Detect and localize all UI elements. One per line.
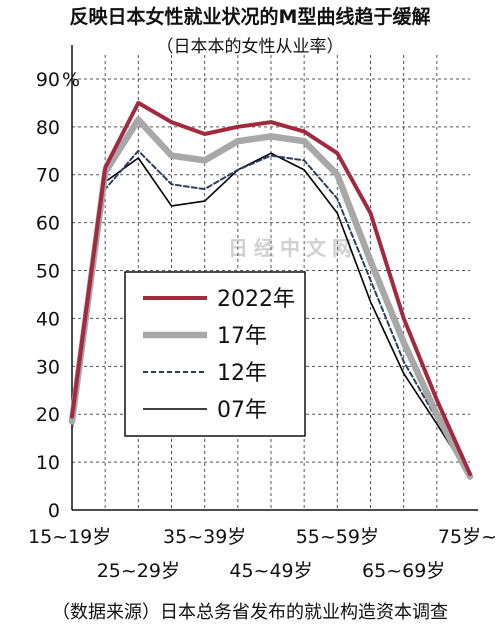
legend-label: 12年 — [217, 361, 267, 386]
series-lines — [68, 100, 474, 480]
x-tick-label: 45~49岁 — [229, 560, 312, 582]
x-tick-label: 15~19岁 — [28, 526, 111, 548]
series-line-12年 — [71, 149, 471, 480]
legend-label: 17年 — [217, 324, 267, 349]
y-tick-label: 10 — [36, 452, 60, 474]
axes — [71, 45, 478, 511]
y-tick-label: 50 — [36, 261, 60, 283]
data-source-note: （数据来源）日本总务省发布的就业构造资本调查 — [52, 602, 448, 623]
series-line-17年 — [68, 116, 474, 480]
chart-title: 反映日本女性就业状况的M型曲线趋于缓解 — [69, 6, 431, 28]
y-tick-label: 20 — [36, 404, 60, 426]
y-tick-label: 90 — [36, 69, 60, 91]
y-tick-label: 40 — [36, 308, 60, 330]
x-tick-label: 35~39岁 — [163, 526, 246, 548]
chart-subtitle: （日本本的女性从业率） — [156, 37, 344, 57]
legend-label: 07年 — [217, 398, 267, 423]
series-line-07年 — [71, 152, 471, 478]
x-tick-label: 25~29岁 — [97, 560, 180, 582]
y-tick-label: 60 — [36, 213, 60, 235]
watermark: 日经中文网 — [228, 236, 358, 260]
legend-label: 2022年 — [217, 287, 295, 312]
series-line-2022年 — [70, 100, 472, 477]
legend: 2022年 17年 12年 07年 — [124, 271, 306, 437]
x-axis-ticks: 15~19岁 25~29岁 35~39岁 45~49岁 55~59岁 65~69岁 75岁~ — [28, 526, 497, 582]
y-unit-label: % — [62, 69, 80, 91]
y-axis-ticks: 0 10 20 30 40 50 60 70 80 90% — [36, 69, 80, 522]
y-tick-label: 0 — [48, 500, 60, 522]
x-tick-label: 55~59岁 — [296, 526, 379, 548]
x-tick-label: 65~69岁 — [362, 560, 445, 582]
y-tick-label: 70 — [36, 165, 60, 187]
x-tick-label: 75岁~ — [438, 526, 497, 548]
y-tick-label: 30 — [36, 356, 60, 378]
y-tick-label: 80 — [36, 117, 60, 139]
